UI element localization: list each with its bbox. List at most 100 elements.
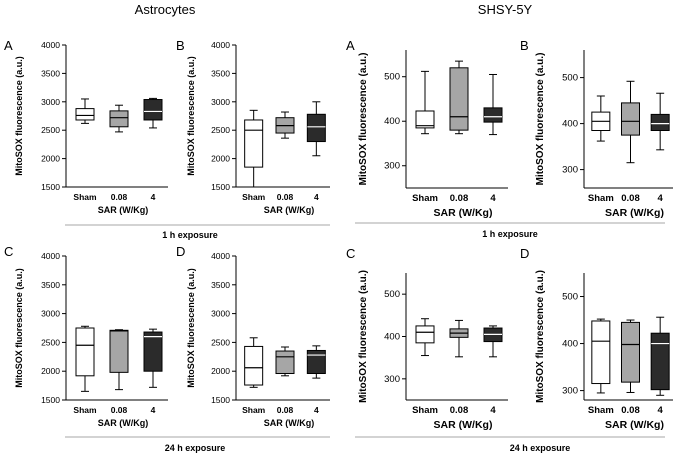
x-axis-label: SAR (W/Kg) [434, 207, 493, 219]
y-tick-label: 300 [384, 161, 400, 172]
y-tick-label: 4000 [211, 251, 230, 261]
box-4 [650, 316, 670, 396]
x-axis-label: SAR (W/Kg) [434, 419, 493, 431]
y-tick-label: 2500 [211, 337, 230, 347]
box-sham [415, 70, 435, 135]
panel-6: D 1500 2000 2500 3000 3500 4000 MitoSOX fluores… [176, 244, 330, 428]
y-tick-label: 3500 [211, 280, 230, 290]
x-tick-label: Sham [73, 192, 97, 202]
box-iqr [415, 325, 435, 344]
y-tick-label: 500 [562, 73, 578, 84]
box-4 [306, 101, 326, 157]
x-tick-label: 4 [151, 405, 156, 415]
y-tick-label: 3500 [41, 68, 60, 78]
y-axis-label: MitoSOX fluorescence (a.u.) [14, 268, 24, 388]
x-tick-label: 4 [490, 405, 496, 416]
panel-3: A 300 400 500 MitoSOX fluorescence (a.u.) Sha… [346, 38, 508, 219]
panel-label: D [520, 246, 529, 261]
panel-label: C [4, 244, 13, 259]
y-tick-label: 400 [384, 116, 400, 127]
y-tick-label: 1500 [41, 395, 60, 405]
box-0-08 [449, 319, 469, 358]
exposure-label-astro-1h: 1 h exposure [162, 230, 218, 240]
box-iqr [415, 110, 435, 129]
panel-2: B 1500 2000 2500 3000 3500 4000 MitoSOX fluores… [176, 38, 330, 215]
box-0-08 [275, 111, 295, 139]
box-iqr [449, 67, 469, 131]
y-tick-label: 2500 [41, 125, 60, 135]
box-0-08 [109, 104, 129, 133]
y-tick-label: 3000 [41, 309, 60, 319]
y-tick-label: 1500 [41, 182, 60, 192]
y-axis-label: MitoSOX fluorescence (a.u.) [14, 56, 24, 176]
box-4 [483, 73, 503, 136]
y-tick-label: 2000 [41, 366, 60, 376]
box-iqr [244, 119, 264, 168]
y-tick-label: 300 [562, 165, 578, 176]
y-tick-label: 1500 [211, 182, 230, 192]
panel-label: B [520, 38, 529, 53]
exposure-label-shsy-24h: 24 h exposure [510, 443, 571, 453]
box-iqr [244, 345, 264, 386]
y-tick-label: 3000 [211, 97, 230, 107]
box-sham [244, 109, 264, 188]
y-axis-label: MitoSOX fluorescence (a.u.) [358, 53, 369, 186]
box-iqr [275, 350, 295, 375]
box-4 [143, 328, 163, 388]
y-tick-label: 1500 [211, 395, 230, 405]
y-tick-label: 2500 [41, 337, 60, 347]
box-4 [483, 325, 503, 358]
x-tick-label: 4 [314, 405, 319, 415]
x-tick-label: 4 [314, 192, 319, 202]
x-tick-label: 4 [490, 193, 496, 204]
y-tick-label: 300 [562, 386, 578, 397]
panel-7: C 300 400 500 MitoSOX fluorescence (a.u.) Sha… [346, 246, 508, 431]
y-tick-label: 2000 [41, 154, 60, 164]
y-axis-label: MitoSOX fluorescence (a.u.) [535, 270, 546, 403]
x-tick-label: Sham [242, 405, 266, 415]
box-0-08 [621, 80, 640, 164]
x-axis-label: SAR (W/Kg) [98, 205, 149, 215]
box-sham [75, 98, 95, 124]
x-tick-label: 4 [658, 405, 664, 416]
y-tick-label: 3500 [211, 68, 230, 78]
x-tick-label: 0.08 [111, 405, 128, 415]
box-iqr [650, 332, 670, 391]
box-sham [75, 325, 95, 392]
x-tick-label: Sham [412, 193, 438, 204]
box-0-08 [449, 60, 469, 135]
box-4 [143, 97, 163, 129]
x-tick-label: 0.08 [621, 405, 640, 416]
box-iqr [621, 321, 640, 383]
y-tick-label: 500 [384, 289, 400, 300]
panel-5: C 1500 2000 2500 3000 3500 4000 MitoSOX fluores… [4, 244, 168, 428]
header-shsy5y: SHSY-5Y [478, 2, 533, 17]
x-axis-label: SAR (W/Kg) [98, 418, 149, 428]
box-0-08 [275, 346, 295, 377]
y-tick-label: 2000 [211, 154, 230, 164]
box-iqr [591, 320, 611, 385]
box-sham [591, 318, 611, 394]
x-axis-label: SAR (W/Kg) [605, 207, 664, 219]
x-axis-label: SAR (W/Kg) [605, 419, 664, 431]
y-tick-label: 400 [384, 332, 400, 343]
x-tick-label: 0.08 [450, 193, 469, 204]
y-axis-label: MitoSOX fluorescence (a.u.) [186, 268, 196, 388]
box-4 [306, 345, 326, 379]
panel-label: B [176, 38, 185, 53]
box-sham [415, 318, 435, 357]
panel-label: C [346, 246, 355, 261]
box-4 [650, 92, 670, 151]
x-tick-label: Sham [588, 405, 614, 416]
x-tick-label: Sham [242, 192, 266, 202]
y-tick-label: 3000 [41, 97, 60, 107]
exposure-label-astro-24h: 24 h exposure [165, 443, 226, 453]
x-tick-label: 4 [658, 193, 664, 204]
charts: A 1500 2000 2500 3000 3500 4000 MitoSOX fluores… [4, 38, 673, 431]
y-tick-label: 4000 [41, 40, 60, 50]
panel-8: D 300 400 500 MitoSOX fluorescence (a.u.) Sha… [520, 246, 673, 431]
y-tick-label: 4000 [211, 40, 230, 50]
x-tick-label: 0.08 [450, 405, 469, 416]
y-tick-label: 400 [562, 339, 578, 350]
